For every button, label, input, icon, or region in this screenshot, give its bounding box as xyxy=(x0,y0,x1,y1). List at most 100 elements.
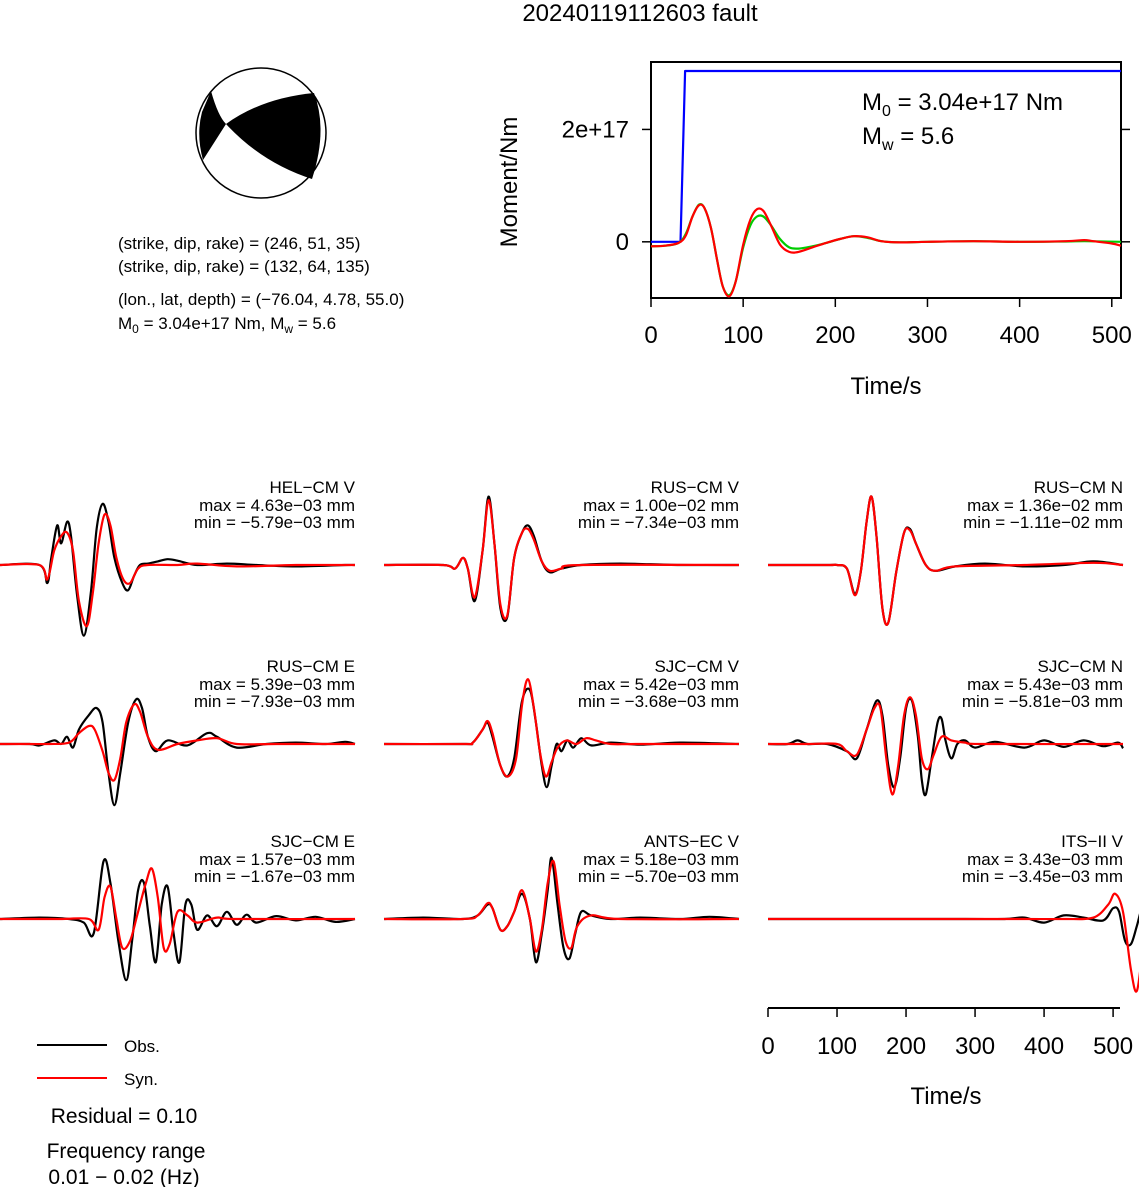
mw-annot-subscript: w xyxy=(881,137,894,154)
legend-syn-label: Syn. xyxy=(124,1070,158,1089)
waveform-xtick-label: 300 xyxy=(955,1033,995,1060)
moment-ytick-label: 2e+17 xyxy=(562,116,629,143)
station-min: min = −3.45e−03 mm xyxy=(962,867,1123,886)
station-name: SJC−CM N xyxy=(1038,657,1123,676)
moment-xtick-label: 0 xyxy=(644,322,657,349)
station-name: SJC−CM V xyxy=(654,657,739,676)
station-min: min = −5.79e−03 mm xyxy=(194,513,355,532)
mw-annot-symbol: M xyxy=(862,123,882,150)
moment-series-line xyxy=(651,69,1121,243)
legend: Obs. Syn. xyxy=(37,1037,160,1089)
hypocenter-location: (lon., lat, depth) = (−76.04, 4.78, 55.0… xyxy=(118,290,404,309)
moment-xtick-label: 100 xyxy=(723,322,763,349)
station-name: HEL−CM V xyxy=(270,478,356,497)
moment-plot-frame xyxy=(650,61,1122,299)
synthetic-trace xyxy=(383,499,740,620)
waveform-xtick-label: 100 xyxy=(817,1033,857,1060)
waveform-xtick-label: 200 xyxy=(886,1033,926,1060)
moment-xtick-label: 500 xyxy=(1092,322,1132,349)
moment-ytick-label: 0 xyxy=(616,229,629,256)
synthetic-trace xyxy=(383,678,739,778)
mw-annot-value: = 5.6 xyxy=(894,123,955,150)
station-max: max = 1.00e−02 mm xyxy=(583,496,739,515)
figure-title: 20240119112603 fault xyxy=(522,0,758,27)
waveform-xtick-label: 0 xyxy=(761,1033,774,1060)
nodal-plane-1: (strike, dip, rake) = (246, 51, 35) xyxy=(118,234,360,253)
station-name: RUS−CM V xyxy=(651,478,740,497)
moment-magnitude-line: M0 = 3.04e+17 Nm, Mw = 5.6 xyxy=(118,314,336,336)
station-max: max = 4.63e−03 mm xyxy=(199,496,355,515)
station-name: RUS−CM N xyxy=(1034,478,1123,497)
station-name: ANTS−EC V xyxy=(644,832,740,851)
frequency-range-value: 0.01 − 0.02 (Hz) xyxy=(48,1166,199,1187)
m0-symbol: M xyxy=(118,314,132,333)
m0-annot-symbol: M xyxy=(862,89,882,116)
nodal-plane-2: (strike, dip, rake) = (132, 64, 135) xyxy=(118,257,370,276)
synthetic-trace xyxy=(767,892,1139,993)
moment-ylabel: Moment/Nm xyxy=(496,117,523,248)
m0-subscript: 0 xyxy=(132,322,139,336)
frequency-range-label: Frequency range xyxy=(47,1140,206,1163)
mw-value: = 5.6 xyxy=(293,314,336,333)
mw-subscript: w xyxy=(283,322,293,336)
station-max: max = 3.43e−03 mm xyxy=(967,850,1123,869)
moment-xlabel: Time/s xyxy=(850,373,921,400)
station-max: max = 1.57e−03 mm xyxy=(199,850,355,869)
moment-y-axis: 0 2e+17 xyxy=(562,116,1130,256)
moment-plot: 0 2e+17 0 100 200 300 400 500 Moment/Nm Time/s… xyxy=(496,61,1132,400)
beachball xyxy=(195,67,327,199)
moment-m0-annotation: M0 = 3.04e+17 Nm xyxy=(862,89,1063,120)
station-max: max = 5.43e−03 mm xyxy=(967,675,1123,694)
legend-obs-label: Obs. xyxy=(124,1037,160,1056)
waveform-x-axis: 0 100 200 300 400 500 xyxy=(761,1007,1133,1060)
synthetic-trace xyxy=(767,495,1124,627)
synthetic-trace xyxy=(383,859,740,953)
waveform-xlabel: Time/s xyxy=(910,1083,981,1110)
station-min: min = −5.70e−03 mm xyxy=(578,867,739,886)
observed-trace xyxy=(0,697,356,807)
moment-xtick-label: 400 xyxy=(1000,322,1040,349)
focal-mechanism-info: (strike, dip, rake) = (246, 51, 35) (str… xyxy=(118,234,404,336)
station-min: min = −5.81e−03 mm xyxy=(962,692,1123,711)
station-min: min = −7.34e−03 mm xyxy=(578,513,739,532)
station-min: min = −1.67e−03 mm xyxy=(194,867,355,886)
m0-annot-subscript: 0 xyxy=(882,103,891,120)
synthetic-trace xyxy=(0,512,356,628)
m0-value: = 3.04e+17 Nm, M xyxy=(139,314,285,333)
station-name: SJC−CM E xyxy=(270,832,355,851)
synthetic-trace xyxy=(768,696,1124,796)
station-max: max = 5.18e−03 mm xyxy=(583,850,739,869)
observed-trace xyxy=(767,697,1124,797)
moment-mw-annotation: Mw = 5.6 xyxy=(862,123,954,154)
station-max: max = 5.42e−03 mm xyxy=(583,675,739,694)
moment-series-line xyxy=(650,203,1122,298)
observed-trace xyxy=(0,858,356,982)
waveform-xtick-label: 500 xyxy=(1093,1033,1133,1060)
observed-trace xyxy=(767,906,1139,947)
station-min: min = −1.11e−02 mm xyxy=(963,513,1123,532)
moment-xtick-label: 200 xyxy=(815,322,855,349)
station-name: ITS−II V xyxy=(1061,832,1124,851)
moment-xtick-label: 300 xyxy=(907,322,947,349)
station-min: min = −7.93e−03 mm xyxy=(194,692,355,711)
station-name: RUS−CM E xyxy=(267,657,355,676)
moment-series xyxy=(650,69,1122,298)
moment-x-axis: 0 100 200 300 400 500 xyxy=(644,298,1132,349)
waveform-xtick-label: 400 xyxy=(1024,1033,1064,1060)
residual-text: Residual = 0.10 xyxy=(51,1105,198,1128)
synthetic-trace xyxy=(0,867,356,953)
m0-annot-value: = 3.04e+17 Nm xyxy=(891,89,1063,116)
synthetic-trace xyxy=(0,702,355,782)
station-max: max = 5.39e−03 mm xyxy=(199,675,355,694)
